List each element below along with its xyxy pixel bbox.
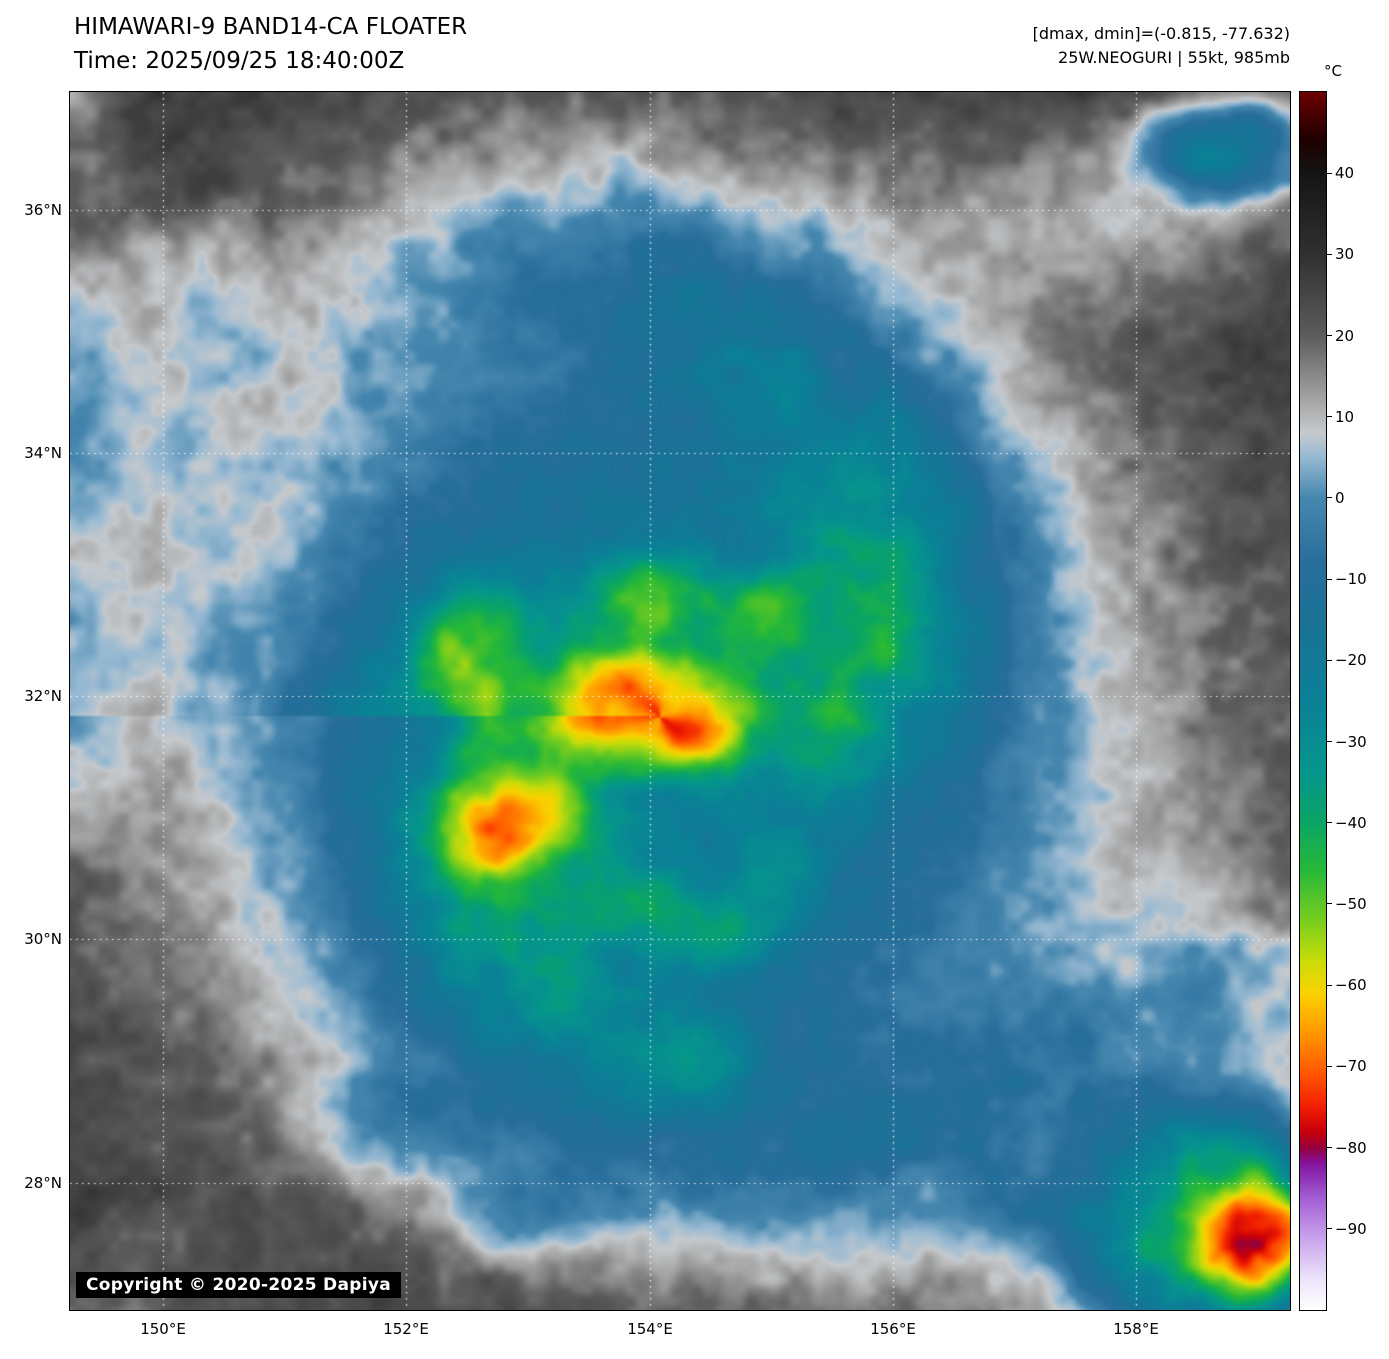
timestamp-label: Time: 2025/09/25 18:40:00Z — [74, 48, 405, 74]
lat-tick-label: 34°N — [24, 444, 62, 462]
colorbar-tick-mark — [1327, 578, 1332, 580]
satellite-image — [70, 92, 1290, 1310]
lon-tick-label: 156°E — [870, 1320, 916, 1338]
colorbar — [1299, 91, 1327, 1311]
lat-tick-label: 30°N — [24, 930, 62, 948]
colorbar-tick-mark — [1327, 416, 1332, 418]
colorbar-tick-mark — [1327, 253, 1332, 255]
colorbar-tick-label: −20 — [1335, 651, 1367, 670]
colorbar-tick-label: 10 — [1335, 407, 1355, 426]
colorbar-tick-mark — [1327, 172, 1332, 174]
colorbar-tick-label: −80 — [1335, 1138, 1367, 1157]
lon-tick-label: 150°E — [140, 1320, 186, 1338]
colorbar-tick-label: 40 — [1335, 164, 1355, 183]
colorbar-tick-mark — [1327, 334, 1332, 336]
dmax-dmin-label: [dmax, dmin]=(-0.815, -77.632) — [1032, 24, 1290, 43]
colorbar-tick-mark — [1327, 1228, 1332, 1230]
map-area: Copyright © 2020-2025 Dapiya — [69, 91, 1291, 1311]
lon-tick-label: 158°E — [1113, 1320, 1159, 1338]
header-right: [dmax, dmin]=(-0.815, -77.632) 25W.NEOGU… — [1033, 22, 1290, 70]
colorbar-tick-label: −70 — [1335, 1057, 1367, 1076]
colorbar-tick-label: −60 — [1335, 976, 1367, 995]
lat-tick-label: 28°N — [24, 1174, 62, 1192]
colorbar-unit-label: °C — [1324, 62, 1342, 80]
colorbar-tick-label: −40 — [1335, 813, 1367, 832]
colorbar-tick-mark — [1327, 1146, 1332, 1148]
copyright-label: Copyright © 2020-2025 Dapiya — [76, 1272, 401, 1298]
lat-tick-label: 32°N — [24, 687, 62, 705]
colorbar-tick-mark — [1327, 740, 1332, 742]
colorbar-tick-label: −50 — [1335, 895, 1367, 913]
product-title: HIMAWARI-9 BAND14-CA FLOATER — [74, 14, 468, 40]
colorbar-tick-label: −30 — [1335, 732, 1367, 751]
lon-tick-label: 154°E — [627, 1320, 673, 1338]
colorbar-tick-label: 30 — [1335, 245, 1355, 264]
colorbar-tick-label: 0 — [1335, 489, 1345, 507]
colorbar-tick-label: 20 — [1335, 326, 1355, 345]
colorbar-tick-mark — [1327, 497, 1332, 499]
storm-info-label: 25W.NEOGURI | 55kt, 985mb — [1058, 48, 1290, 67]
lat-tick-label: 36°N — [24, 201, 62, 219]
lon-tick-label: 152°E — [383, 1320, 429, 1338]
colorbar-tick-mark — [1327, 659, 1332, 661]
colorbar-tick-mark — [1327, 984, 1332, 986]
colorbar-tick-mark — [1327, 903, 1332, 905]
colorbar-tick-label: −10 — [1335, 570, 1367, 589]
header-left: HIMAWARI-9 BAND14-CA FLOATER Time: 2025/… — [74, 10, 467, 78]
colorbar-tick-label: −90 — [1335, 1219, 1367, 1238]
colorbar-gradient — [1300, 92, 1326, 1310]
colorbar-tick-mark — [1327, 1065, 1332, 1067]
colorbar-tick-mark — [1327, 822, 1332, 824]
